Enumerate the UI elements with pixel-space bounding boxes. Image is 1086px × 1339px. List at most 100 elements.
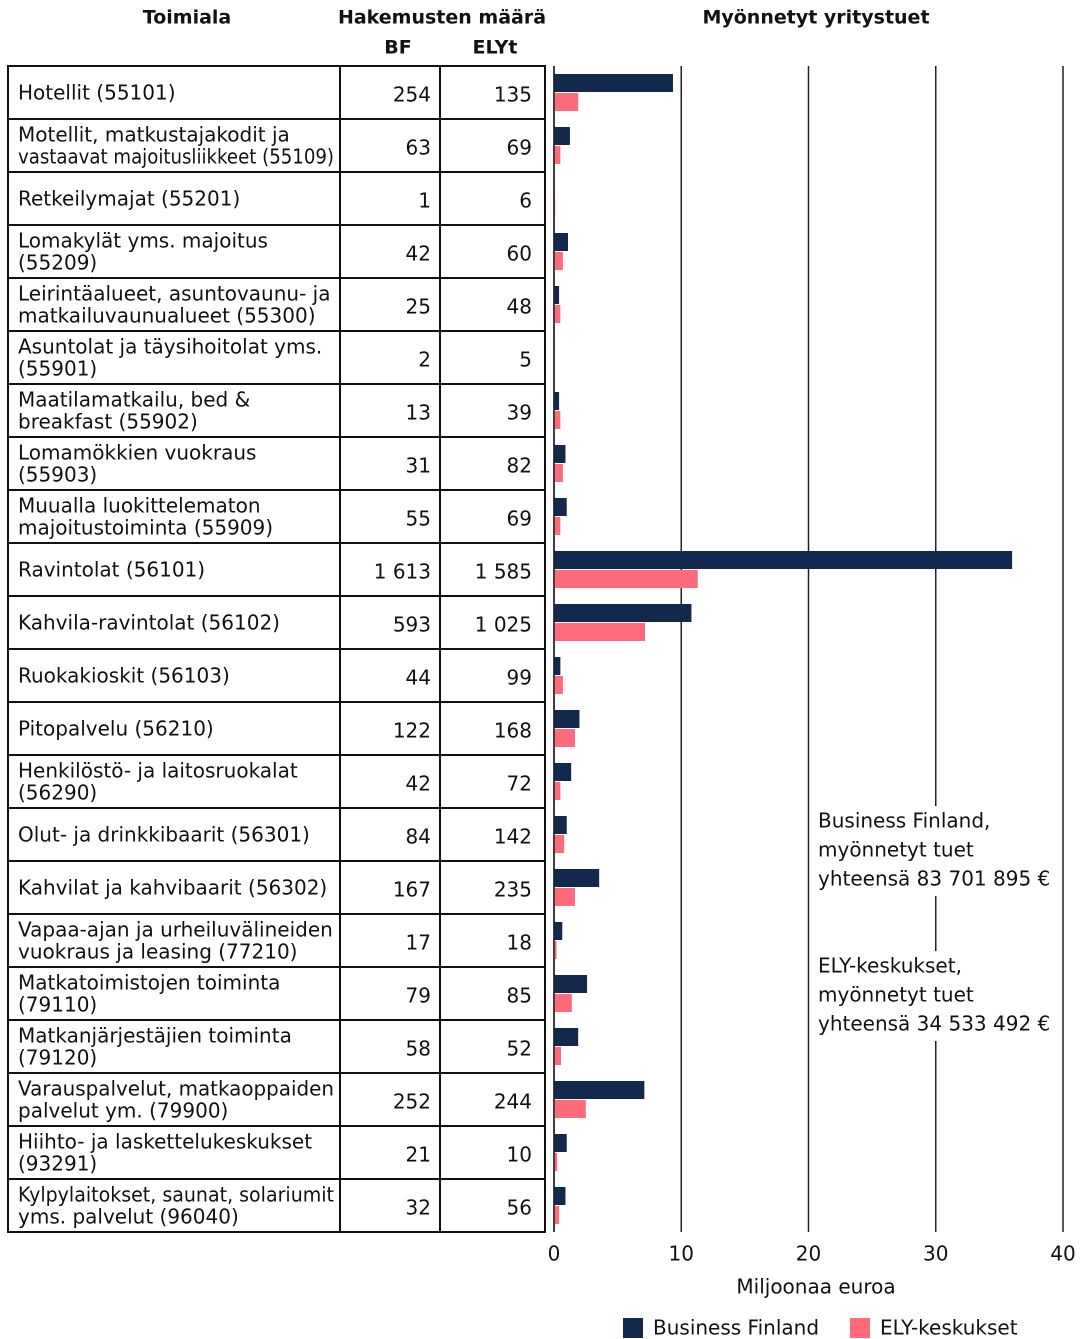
bar <box>554 604 692 622</box>
x-tick-label: 10 <box>669 1242 694 1266</box>
bf-count: 32 <box>406 1196 431 1220</box>
bar <box>554 710 580 728</box>
row-label: majoitustoiminta (55909) <box>18 516 273 540</box>
bar <box>554 994 572 1012</box>
row-label: Pitopalvelu (56210) <box>18 717 214 741</box>
bar <box>554 74 673 92</box>
ely-count: 5 <box>519 348 532 372</box>
row-label: breakfast (55902) <box>18 410 198 434</box>
bf-count: 13 <box>406 401 431 425</box>
bar <box>554 517 561 535</box>
ely-count: 82 <box>507 454 532 478</box>
row-label: (55209) <box>18 251 97 275</box>
bar <box>554 1028 579 1046</box>
bar <box>554 305 561 323</box>
header-bf: BF <box>384 37 411 59</box>
bf-count: 42 <box>406 242 431 266</box>
annotation: Business Finland, <box>818 809 990 833</box>
row-label: Kahvilat ja kahvibaarit (56302) <box>18 876 327 900</box>
ely-count: 69 <box>507 136 532 160</box>
ely-count: 235 <box>494 878 532 902</box>
header-count: Hakemusten määrä <box>338 7 546 29</box>
row-label: yms. palvelut (96040) <box>18 1205 239 1229</box>
ely-count: 244 <box>494 1090 532 1114</box>
ely-count: 85 <box>507 984 532 1008</box>
legend-label: Business Finland <box>653 1316 819 1339</box>
bar <box>554 657 561 675</box>
row-label: Maatilamatkailu, bed & <box>18 388 250 412</box>
bar <box>554 551 1013 569</box>
bar <box>554 1206 560 1224</box>
bar <box>554 464 563 482</box>
bar <box>554 1047 561 1065</box>
row-label: Muualla luokittelematon <box>18 494 261 518</box>
bar <box>554 835 565 853</box>
bar <box>554 392 560 410</box>
row-label: Henkilöstö- ja laitosruokalat <box>18 759 298 783</box>
bf-count: 122 <box>393 719 431 743</box>
bf-count: 42 <box>406 772 431 796</box>
bf-count: 55 <box>406 507 431 531</box>
bar <box>554 782 561 800</box>
x-axis-title: Miljoonaa euroa <box>736 1275 895 1299</box>
annotation: myönnetyt tuet <box>818 838 974 862</box>
bf-count: 167 <box>393 878 431 902</box>
bar <box>554 252 563 270</box>
bar <box>554 941 557 959</box>
row-label: Ravintolat (56101) <box>18 558 205 582</box>
bf-count: 44 <box>406 666 431 690</box>
row-label: Vapaa-ajan ja urheiluvälineiden <box>18 918 333 942</box>
bar <box>554 763 572 781</box>
ely-count: 39 <box>507 401 532 425</box>
ely-count: 48 <box>507 295 532 319</box>
row-label: Retkeilymajat (55201) <box>18 187 240 211</box>
row-label: Varauspalvelut, matkaoppaiden <box>18 1077 334 1101</box>
ely-count: 99 <box>507 666 532 690</box>
bar <box>554 1134 567 1152</box>
bar <box>554 1187 566 1205</box>
bar <box>554 286 560 304</box>
bar <box>554 975 588 993</box>
bar <box>554 869 600 887</box>
bar <box>554 888 575 906</box>
bf-count: 21 <box>406 1143 431 1167</box>
x-tick-label: 0 <box>548 1242 561 1266</box>
row-label: Hotellit (55101) <box>18 81 176 105</box>
bar <box>554 445 566 463</box>
ely-count: 60 <box>507 242 532 266</box>
bar <box>554 233 568 251</box>
row-label: Kahvila-ravintolat (56102) <box>18 611 280 635</box>
annotation: yhteensä 83 701 895 € <box>818 867 1050 891</box>
row-label: Lomakylät yms. majoitus <box>18 229 268 253</box>
bf-count: 252 <box>393 1090 431 1114</box>
row-label: Lomamökkien vuokraus <box>18 441 256 465</box>
ely-count: 52 <box>507 1037 532 1061</box>
ely-count: 72 <box>507 772 532 796</box>
bf-count: 25 <box>406 295 431 319</box>
x-tick-label: 30 <box>923 1242 948 1266</box>
row-label: Motellit, matkustajakodit ja <box>18 123 290 147</box>
x-tick-label: 40 <box>1050 1242 1075 1266</box>
annotation: ELY-keskukset, <box>818 954 962 978</box>
bar <box>554 676 563 694</box>
bar <box>554 498 567 516</box>
ely-count: 1 025 <box>475 613 532 637</box>
row-label: (93291) <box>18 1152 97 1176</box>
bar <box>554 623 645 641</box>
row-label: (79110) <box>18 993 97 1017</box>
legend-label: ELY-keskukset <box>880 1316 1018 1339</box>
bar <box>554 570 698 588</box>
ely-count: 135 <box>494 83 532 107</box>
header-toimiala: Toimiala <box>143 7 231 29</box>
bar <box>554 816 567 834</box>
row-label: Leirintäalueet, asuntovaunu- ja <box>18 282 330 306</box>
bf-count: 84 <box>406 825 431 849</box>
ely-count: 168 <box>494 719 532 743</box>
bar <box>554 411 561 429</box>
bf-count: 17 <box>406 931 431 955</box>
row-label: palvelut ym. (79900) <box>18 1099 228 1123</box>
ely-count: 56 <box>507 1196 532 1220</box>
bar <box>554 146 561 164</box>
ely-count: 69 <box>507 507 532 531</box>
